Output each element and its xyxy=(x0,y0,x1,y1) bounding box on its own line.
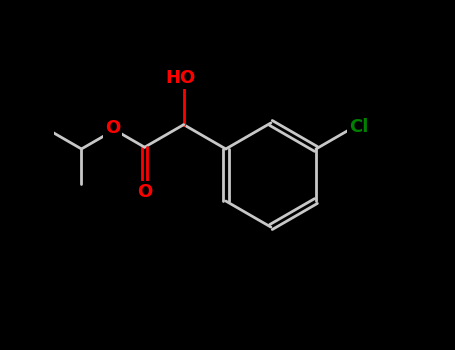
Text: O: O xyxy=(137,183,152,201)
Text: Cl: Cl xyxy=(349,118,368,136)
Text: O: O xyxy=(105,119,121,138)
Text: HO: HO xyxy=(165,69,195,87)
